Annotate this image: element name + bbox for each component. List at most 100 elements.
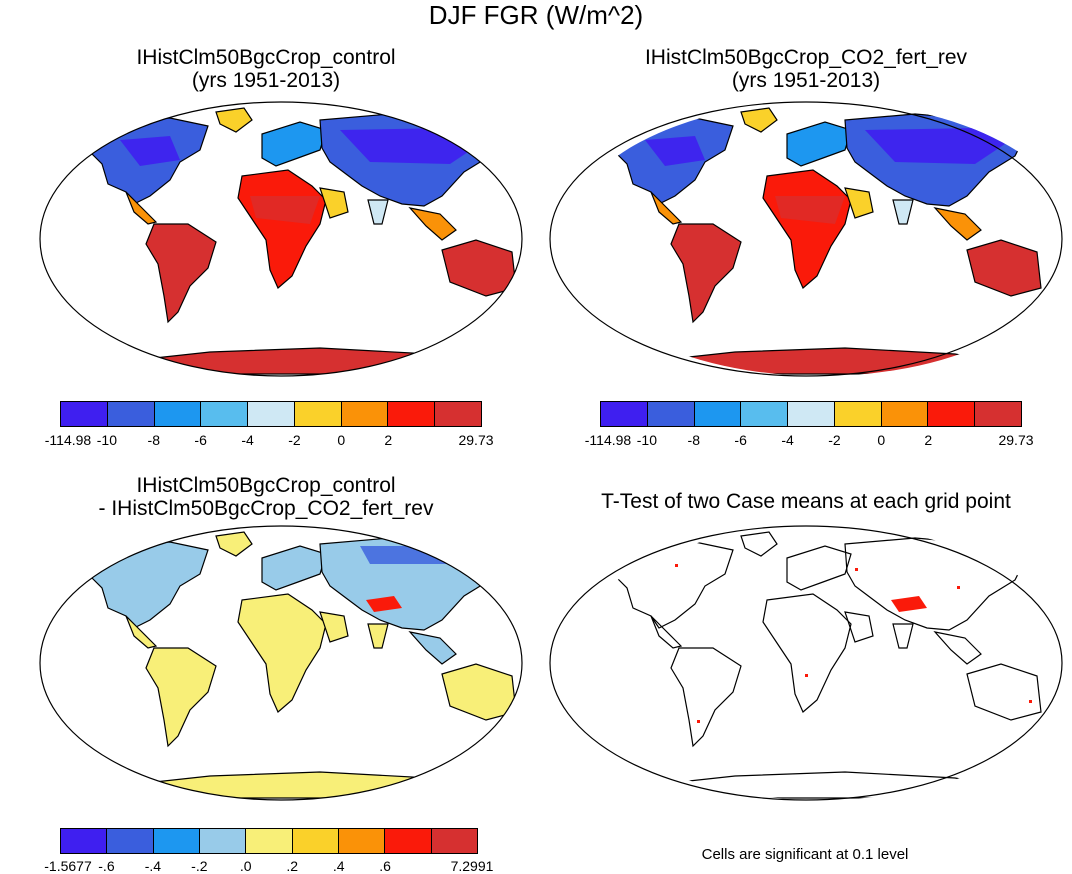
landmass-australia: [966, 663, 1042, 721]
landmass-africa: [237, 593, 327, 713]
colorbar-swatch: [647, 402, 695, 426]
colorbar-tick-label: -6: [734, 432, 747, 448]
colorbar-tick-label: -.2: [191, 858, 208, 874]
landmass-greenland: [740, 107, 778, 133]
panel-3-title-line1: IHistClm50BgcCrop_control: [136, 474, 396, 497]
landmass-arabia: [844, 611, 874, 643]
colorbar-tick-label: -10: [96, 432, 117, 448]
landmass-greenland: [215, 107, 253, 133]
colorbar-swatch: [694, 402, 742, 426]
colorbar-swatch: [834, 402, 882, 426]
landmass-africa: [762, 593, 852, 713]
landmass-india: [892, 199, 914, 225]
panel-1-title: IHistClm50BgcCrop_control (yrs 1951-2013…: [66, 46, 466, 92]
colorbar-swatch: [788, 402, 835, 426]
colorbar-tick-label: 2: [384, 432, 393, 448]
landmass-europe: [261, 121, 327, 167]
landmass-southAmerica: [145, 223, 217, 324]
colorbar-tick-label: -10: [636, 432, 657, 448]
colorbar-tick-label: 7.2991: [450, 858, 494, 874]
colorbar-swatch: [431, 829, 477, 853]
map-border: [549, 101, 1063, 377]
significant-cell: [855, 568, 858, 571]
colorbar-swatch: [107, 402, 155, 426]
colorbar-swatch: [294, 402, 342, 426]
panel-3-title-line2: - IHistClm50BgcCrop_CO2_fert_rev: [98, 497, 434, 520]
landmass-arabia: [844, 187, 874, 219]
negative-anomaly-siberia: [360, 546, 460, 564]
landmass-southAmerica: [670, 223, 742, 324]
colorbar-tick-label: 29.73: [458, 432, 494, 448]
panel-4-title-line1: T-Test of two Case means at each grid po…: [601, 490, 1011, 513]
colorbar-tick-label: 0: [877, 432, 886, 448]
landmass-centralAmerica: [650, 191, 683, 225]
colorbar-swatch: [61, 402, 108, 426]
colorbar-tick-label: 0: [337, 432, 346, 448]
significant-cell: [697, 720, 700, 723]
panel-1-title-line1: IHistClm50BgcCrop_control: [136, 46, 396, 69]
significant-cell: [1029, 700, 1032, 703]
colorbar-tick-label: .6: [379, 858, 391, 874]
significant-cell: [805, 674, 808, 677]
colorbar-swatch: [199, 829, 247, 853]
map-background: [550, 526, 1062, 800]
colorbar-tick-label: .4: [332, 858, 345, 874]
colorbar-tick-label: 29.73: [998, 432, 1034, 448]
landmass-arabia: [319, 611, 349, 643]
colorbar-tick-label: -114.98: [584, 432, 632, 448]
colorbar-tick-label: -4: [241, 432, 254, 448]
landmass-northAmerica: [597, 541, 734, 629]
map-panel-co2-fert-rev: [549, 101, 1063, 377]
landmass-seAsia: [933, 631, 982, 665]
map-border: [39, 101, 523, 377]
map-land-group: [597, 107, 1042, 375]
colorbar-difference: [60, 828, 478, 854]
map-border: [39, 525, 523, 801]
panel-2-title-line1: IHistClm50BgcCrop_CO2_fert_rev: [644, 46, 968, 69]
landmass-europe: [786, 121, 852, 167]
map-panel-control: [39, 101, 523, 377]
map-panel-ttest: [549, 525, 1063, 801]
colorbar-tick-label: -2: [288, 432, 301, 448]
landmass-southAmerica: [670, 647, 742, 748]
landmass-india: [892, 623, 914, 649]
colorbar-swatch: [385, 829, 432, 853]
landmass-europe: [786, 545, 852, 591]
landmass-southAmerica: [145, 647, 217, 748]
map-border: [549, 525, 1063, 801]
landmass-india: [367, 199, 389, 225]
colorbar-swatch: [388, 402, 436, 426]
colorbar-tick-label: -8: [147, 432, 160, 448]
landmass-centralAmerica: [650, 615, 683, 649]
positive-anomaly-tibet: [366, 596, 402, 612]
colorbar-swatch: [341, 402, 389, 426]
colorbar-tick-label: -4: [781, 432, 794, 448]
landmass-arabia: [319, 187, 349, 219]
cold-region-north-america: [645, 136, 705, 166]
colorbar-swatch: [975, 402, 1022, 426]
landmass-centralAmerica: [125, 191, 158, 225]
colorbar-swatch: [201, 402, 249, 426]
significant-cell: [957, 586, 960, 589]
landmass-seAsia: [933, 207, 982, 241]
colorbar-tick-label: -.6: [98, 858, 115, 874]
colorbar-tick-label: .2: [286, 858, 299, 874]
colorbar-tick-label: -2: [828, 432, 841, 448]
landmass-seAsia: [408, 207, 457, 241]
colorbar-swatch: [246, 829, 293, 853]
colorbar-tick-label: -114.98: [44, 432, 92, 448]
colorbar-swatch: [435, 402, 482, 426]
colorbar-swatch: [107, 829, 154, 853]
colorbar-swatch: [338, 829, 386, 853]
colorbar-tick-label: -6: [194, 432, 207, 448]
landmass-australia: [966, 239, 1042, 297]
panel-2-title-line2: (yrs 1951-2013): [731, 69, 881, 92]
significant-cells-tibet: [891, 596, 927, 612]
colorbar-tick-label: -8: [687, 432, 700, 448]
landmass-europe: [261, 545, 327, 591]
ttest-note: Cells are significant at 0.1 level: [701, 846, 909, 863]
colorbar-swatch: [928, 402, 976, 426]
warm-region-africa: [250, 196, 320, 224]
colorbar-swatch: [292, 829, 339, 853]
colorbar-tick-label: -.4: [144, 858, 162, 874]
